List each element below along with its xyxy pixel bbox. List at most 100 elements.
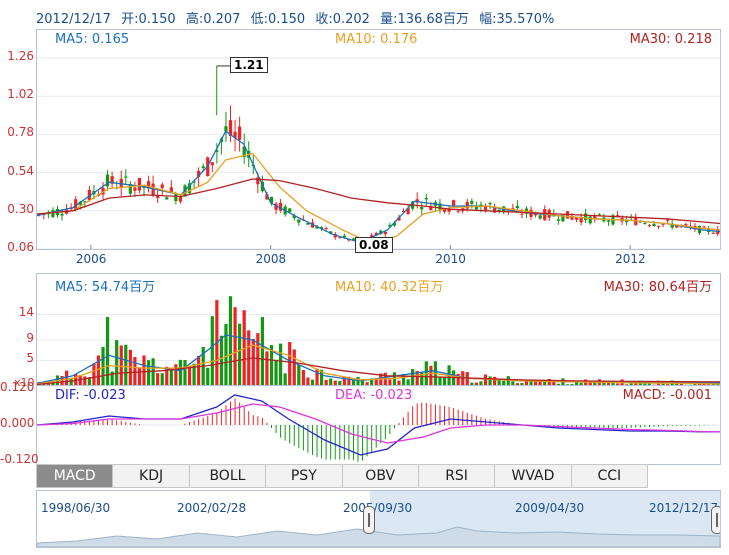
volume-bar-140 — [675, 382, 679, 386]
candle-body-89 — [442, 208, 447, 212]
candle-body-34 — [192, 181, 196, 183]
volume-bar-18 — [119, 345, 123, 386]
volume-bar-95 — [470, 382, 474, 386]
quote-header: 2012/12/17 开:0.150 高:0.207 低:0.150 收:0.2… — [36, 8, 560, 27]
volume-bar-29 — [169, 369, 173, 386]
candle-body-10 — [83, 201, 87, 203]
volume-bar-33 — [187, 366, 192, 386]
volume-bar-77 — [388, 379, 392, 386]
macd-y-tick-2: -0.120 — [0, 452, 39, 466]
candle-body-53 — [279, 202, 283, 211]
candle-body-26 — [156, 195, 160, 198]
tab-obv[interactable]: OBV — [342, 464, 419, 488]
volume-bar-122 — [593, 380, 597, 386]
volume-bar-145 — [697, 383, 702, 386]
volume-bar-83 — [415, 371, 419, 386]
volume-bar-17 — [115, 340, 119, 386]
tab-rsi[interactable]: RSI — [418, 464, 496, 488]
price-ma30-legend: MA30: 0.218 — [629, 32, 712, 47]
volume-bar-21 — [133, 357, 137, 386]
volume-bar-88 — [438, 377, 442, 386]
candle-body-52 — [274, 203, 278, 210]
volume-bar-27 — [160, 373, 164, 386]
volume-bar-31 — [178, 359, 183, 386]
candle-body-123 — [597, 214, 601, 216]
candle-body-38 — [210, 162, 214, 166]
volume-ma30-line — [37, 357, 720, 386]
volume-bar-64 — [329, 378, 333, 386]
price-chart[interactable]: MA5: 0.165 MA10: 0.176 MA30: 0.218 1.21 … — [36, 29, 721, 253]
candle-body-48 — [256, 177, 260, 185]
volume-bar-9 — [78, 375, 82, 386]
macd-chart-svg — [37, 394, 720, 462]
candle-body-146 — [702, 226, 706, 228]
volume-bar-55 — [288, 341, 292, 386]
tab-cci[interactable]: CCI — [571, 464, 648, 488]
macd-y-tick-0: 0.120 — [0, 380, 35, 394]
price-x-tick-0: 2006 — [75, 252, 107, 266]
vol-ma30-legend: MA30: 80.64百万 — [603, 280, 712, 295]
volume-bar-59 — [306, 377, 310, 386]
candle-body-127 — [615, 215, 620, 217]
volume-bar-58 — [301, 370, 305, 386]
volume-bar-102 — [502, 380, 506, 386]
candle-body-14 — [101, 187, 105, 195]
header-open: 开:0.150 — [121, 12, 176, 27]
tab-wvad[interactable]: WVAD — [495, 464, 572, 488]
volume-bar-15 — [105, 317, 110, 386]
candle-body-106 — [520, 213, 524, 215]
price-y-tick-3: 0.54 — [7, 163, 34, 178]
volume-bar-111 — [543, 379, 547, 386]
candle-body-100 — [493, 208, 497, 213]
volume-ma10-line — [37, 344, 720, 385]
volume-bar-28 — [165, 366, 169, 386]
tab-kdj[interactable]: KDJ — [113, 464, 190, 488]
volume-bar-51 — [269, 345, 274, 386]
macd-chart[interactable]: DIF: -0.023 DEA: -0.023 MACD: -0.001 — [36, 385, 721, 465]
candle-body-101 — [497, 209, 501, 212]
volume-bar-25 — [151, 358, 155, 386]
candle-body-19 — [124, 176, 128, 178]
navigator-left-handle[interactable] — [363, 506, 375, 534]
candle-body-105 — [515, 206, 519, 209]
volume-bar-22 — [137, 367, 142, 386]
volume-bar-43 — [233, 307, 237, 386]
vol-ma5-legend: MA5: 54.74百万 — [55, 280, 156, 295]
candle-body-44 — [238, 126, 242, 140]
volume-bar-108 — [529, 381, 533, 386]
volume-bar-3 — [51, 381, 55, 386]
volume-bar-20 — [128, 349, 132, 386]
tab-psy[interactable]: PSY — [266, 464, 343, 488]
candle-body-78 — [392, 222, 397, 226]
volume-bar-112 — [547, 378, 551, 386]
volume-bar-113 — [552, 380, 556, 386]
volume-bar-34 — [192, 363, 196, 386]
header-close: 收:0.202 — [315, 12, 370, 27]
price-x-tick-2: 2010 — [435, 252, 466, 266]
candle-body-129 — [625, 219, 629, 223]
candle-body-83 — [415, 199, 419, 203]
volume-bar-60 — [310, 379, 315, 386]
tab-boll[interactable]: BOLL — [189, 464, 267, 488]
candle-body-15 — [105, 174, 110, 187]
volume-bar-131 — [634, 381, 638, 386]
candle-body-22 — [137, 177, 142, 191]
price-y-tick-4: 0.30 — [7, 201, 34, 216]
volume-chart[interactable]: MA5: 54.74百万 MA10: 40.32百万 MA30: 80.64百万 — [36, 273, 721, 387]
time-navigator[interactable]: 1998/06/30 2002/02/28 2005/09/30 2009/04… — [36, 490, 721, 548]
volume-bar-68 — [347, 376, 351, 386]
price-ma5-legend: MA5: 0.165 — [55, 32, 130, 47]
volume-bar-40 — [219, 335, 224, 386]
header-low: 低:0.150 — [250, 12, 306, 27]
volume-bar-57 — [297, 365, 301, 386]
volume-bar-96 — [474, 382, 478, 386]
candle-body-59 — [306, 223, 310, 225]
candle-body-29 — [169, 187, 173, 193]
navigator-right-handle[interactable] — [711, 506, 720, 534]
volume-bar-124 — [602, 380, 606, 386]
tab-macd[interactable]: MACD — [36, 464, 114, 488]
volume-bar-66 — [338, 380, 342, 386]
volume-bar-63 — [324, 379, 328, 386]
candle-body-57 — [297, 219, 301, 223]
header-date: 2012/12/17 — [36, 12, 111, 27]
